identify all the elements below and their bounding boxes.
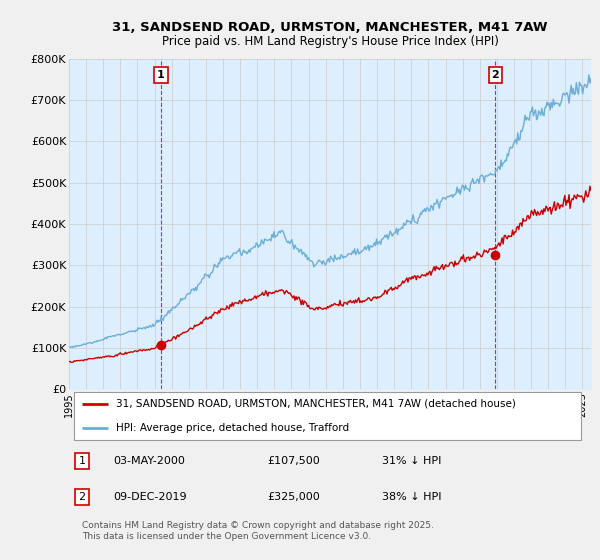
Text: 1: 1 bbox=[157, 71, 164, 80]
Text: Contains HM Land Registry data © Crown copyright and database right 2025.
This d: Contains HM Land Registry data © Crown c… bbox=[82, 521, 434, 541]
Text: 2: 2 bbox=[79, 492, 86, 502]
Text: £107,500: £107,500 bbox=[268, 456, 320, 466]
Text: 38% ↓ HPI: 38% ↓ HPI bbox=[382, 492, 442, 502]
Text: 03-MAY-2000: 03-MAY-2000 bbox=[113, 456, 185, 466]
Text: 31, SANDSEND ROAD, URMSTON, MANCHESTER, M41 7AW: 31, SANDSEND ROAD, URMSTON, MANCHESTER, … bbox=[112, 21, 548, 34]
Text: 1: 1 bbox=[79, 456, 86, 466]
Text: 31, SANDSEND ROAD, URMSTON, MANCHESTER, M41 7AW (detached house): 31, SANDSEND ROAD, URMSTON, MANCHESTER, … bbox=[116, 399, 516, 409]
Text: HPI: Average price, detached house, Trafford: HPI: Average price, detached house, Traf… bbox=[116, 423, 349, 433]
Text: Price paid vs. HM Land Registry's House Price Index (HPI): Price paid vs. HM Land Registry's House … bbox=[161, 35, 499, 48]
Text: 31% ↓ HPI: 31% ↓ HPI bbox=[382, 456, 442, 466]
Text: 09-DEC-2019: 09-DEC-2019 bbox=[113, 492, 187, 502]
Text: £325,000: £325,000 bbox=[268, 492, 320, 502]
FancyBboxPatch shape bbox=[74, 392, 581, 440]
Text: 2: 2 bbox=[491, 71, 499, 80]
